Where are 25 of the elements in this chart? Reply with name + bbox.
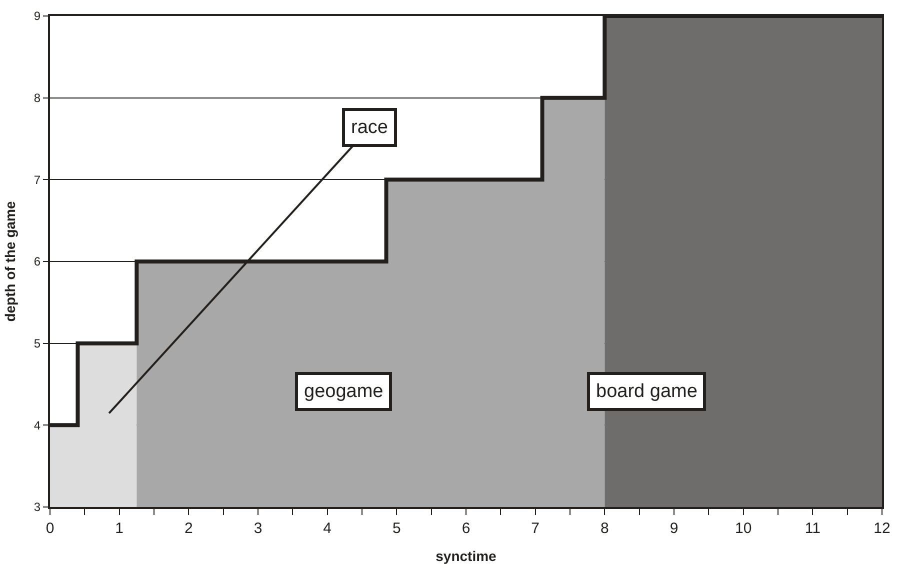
x-tick-label: 8 xyxy=(600,520,609,537)
x-tick-label: 5 xyxy=(392,520,401,537)
x-tick-label: 12 xyxy=(874,520,890,537)
annotation: board game xyxy=(596,381,698,402)
x-axis-title: synctime xyxy=(436,548,497,564)
x-tick-label: 3 xyxy=(254,520,262,537)
y-tick-label: 5 xyxy=(34,336,41,351)
x-tick-label: 2 xyxy=(184,520,193,537)
y-tick-label: 6 xyxy=(34,254,41,269)
x-tick-label: 6 xyxy=(462,520,470,537)
y-axis-title: depth of the game xyxy=(2,201,18,322)
y-tick-label: 7 xyxy=(34,172,41,187)
x-tick-label: 9 xyxy=(670,520,678,537)
x-tick-label: 11 xyxy=(804,520,820,537)
x-tick-label: 7 xyxy=(531,520,540,537)
x-tick-label: 10 xyxy=(734,520,752,537)
x-tick-label: 0 xyxy=(46,520,54,537)
y-tick-label: 9 xyxy=(34,9,41,24)
y-tick-label: 8 xyxy=(34,91,41,106)
x-tick-label: 1 xyxy=(115,520,124,537)
annotation: geogame xyxy=(304,381,384,402)
y-tick-label: 3 xyxy=(34,500,41,514)
annotation: race xyxy=(351,117,388,138)
x-tick-label: 4 xyxy=(323,520,332,537)
y-tick-label: 4 xyxy=(34,418,41,432)
